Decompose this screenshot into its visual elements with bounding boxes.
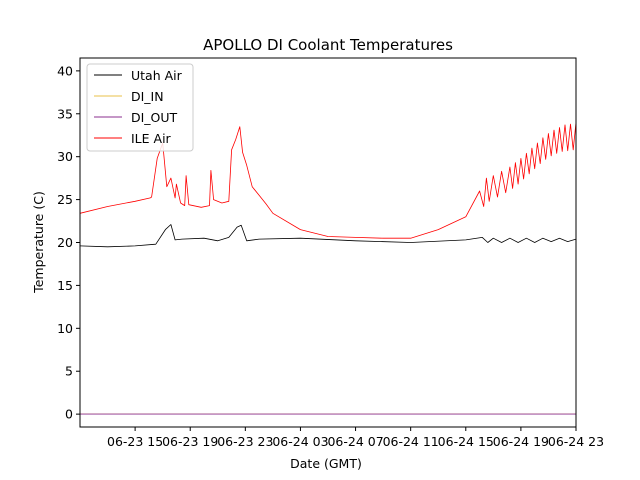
- x-tick-label: 06-24 23: [548, 434, 604, 449]
- x-tick-label: 06-24 15: [438, 434, 494, 449]
- x-tick-label: 06-24 19: [493, 434, 549, 449]
- y-tick-label: 40: [57, 63, 73, 78]
- y-tick-label: 15: [57, 278, 73, 293]
- x-tick-label: 06-23 15: [107, 434, 163, 449]
- y-tick-label: 30: [57, 149, 73, 164]
- x-tick-label: 06-24 11: [383, 434, 439, 449]
- series-line-ile-air: [79, 122, 577, 239]
- series-layer: [79, 122, 577, 415]
- legend-label: Utah Air: [131, 68, 183, 83]
- y-tick-label: 20: [57, 235, 73, 250]
- x-tick-label: 06-23 19: [162, 434, 218, 449]
- x-tick-label: 06-24 07: [327, 434, 383, 449]
- y-tick-label: 25: [57, 192, 73, 207]
- legend-label: DI_IN: [131, 89, 164, 104]
- legend-box: [86, 63, 194, 152]
- y-axis-ticks: 0 5 10 15 20 25 30 35 40: [57, 63, 80, 422]
- y-tick-label: 0: [65, 407, 73, 422]
- chart-title: APOLLO DI Coolant Temperatures: [203, 36, 453, 54]
- y-tick-label: 35: [57, 106, 73, 121]
- series-line-utah-air: [79, 224, 577, 248]
- y-tick-label: 10: [57, 321, 73, 336]
- y-axis-label: Temperature (C): [31, 191, 46, 294]
- y-tick-label: 5: [65, 364, 73, 379]
- x-tick-label: 06-23 23: [217, 434, 273, 449]
- legend-label: ILE Air: [131, 131, 172, 146]
- x-axis-label: Date (GMT): [290, 456, 362, 471]
- x-tick-label: 06-24 03: [272, 434, 328, 449]
- legend-label: DI_OUT: [131, 110, 178, 125]
- legend: Utah Air DI_IN DI_OUT ILE Air: [86, 63, 194, 152]
